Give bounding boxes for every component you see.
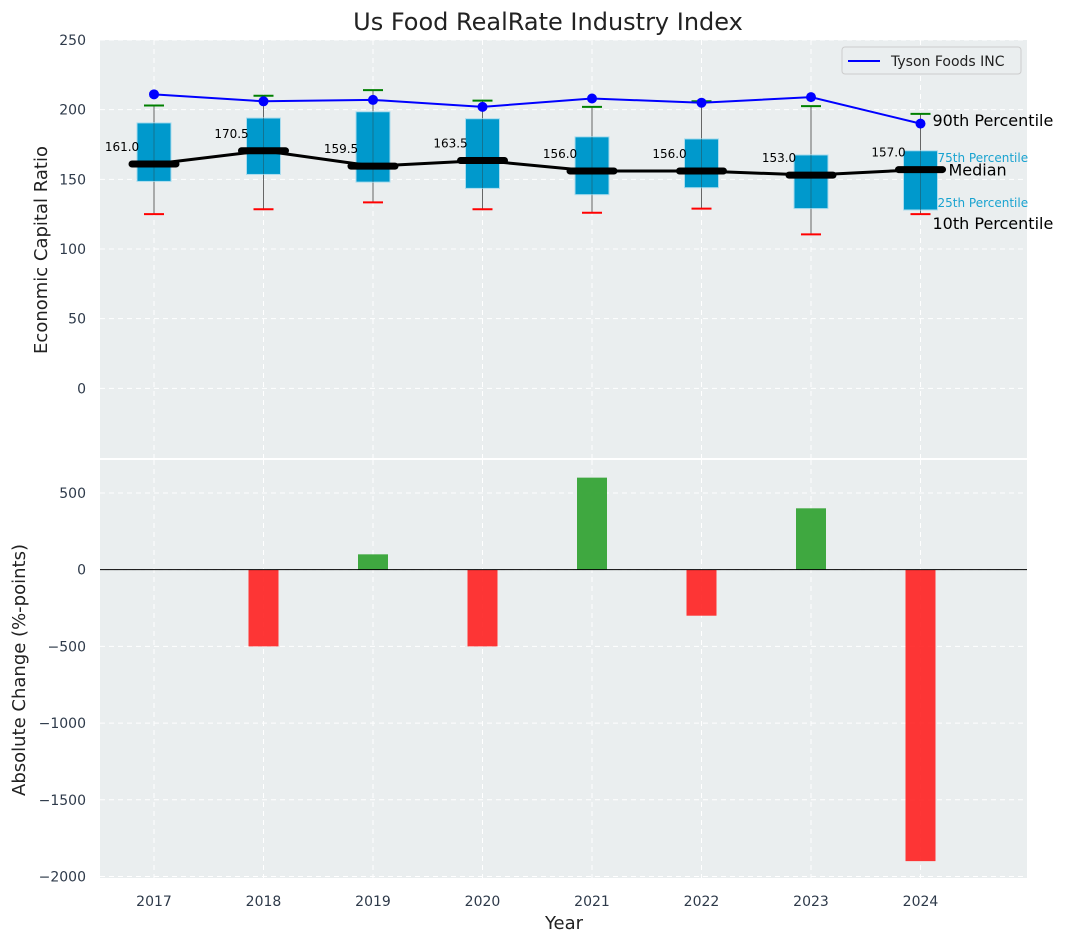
median-label: 156.0 bbox=[652, 147, 686, 161]
median-label: 156.0 bbox=[543, 147, 577, 161]
change-bar bbox=[686, 569, 717, 616]
x-tick-label: 2017 bbox=[136, 894, 172, 910]
y-axis-label-top: Economic Capital Ratio bbox=[31, 146, 52, 354]
y-tick-label: 0 bbox=[77, 563, 86, 579]
bottom-plot-area bbox=[100, 460, 1027, 878]
annotation-median: Median bbox=[949, 161, 1007, 180]
tyson-point bbox=[477, 101, 488, 112]
median-label: 170.5 bbox=[214, 127, 248, 141]
annotation-p90: 90th Percentile bbox=[933, 111, 1054, 130]
y-tick-label: −1000 bbox=[39, 716, 86, 732]
y-tick-label: −500 bbox=[48, 639, 86, 655]
x-tick-label: 2022 bbox=[684, 894, 720, 910]
change-bar bbox=[248, 569, 279, 647]
legend-label: Tyson Foods INC bbox=[890, 54, 1005, 70]
y-tick-label: 200 bbox=[59, 103, 86, 119]
change-bar bbox=[577, 477, 607, 570]
annotation-p25: 25th Percentile bbox=[938, 196, 1029, 210]
y-tick-label: 250 bbox=[59, 33, 86, 49]
change-bar bbox=[905, 569, 936, 862]
tyson-point bbox=[696, 97, 707, 108]
x-axis-label: Year bbox=[544, 913, 584, 934]
median-label: 159.5 bbox=[324, 142, 358, 156]
y-tick-label: 500 bbox=[59, 486, 86, 502]
median-label: 153.0 bbox=[762, 151, 796, 165]
change-bar bbox=[358, 554, 388, 570]
annotation-p10: 10th Percentile bbox=[933, 214, 1054, 233]
median-label: 163.5 bbox=[433, 137, 467, 151]
x-tick-label: 2020 bbox=[465, 894, 501, 910]
median-label: 157.0 bbox=[871, 146, 905, 160]
legend bbox=[841, 46, 1022, 75]
y-tick-label: 50 bbox=[68, 312, 86, 328]
y-tick-label: −1500 bbox=[39, 793, 86, 809]
x-tick-label: 2024 bbox=[903, 894, 939, 910]
x-tick-label: 2023 bbox=[793, 894, 829, 910]
median-label: 161.0 bbox=[105, 140, 139, 154]
y-tick-label: −2000 bbox=[39, 869, 86, 885]
tyson-point bbox=[806, 92, 816, 103]
x-tick-label: 2018 bbox=[246, 894, 282, 910]
tyson-point bbox=[587, 93, 597, 104]
x-tick-label: 2019 bbox=[355, 894, 391, 910]
change-bar bbox=[796, 508, 826, 570]
tyson-point bbox=[368, 94, 378, 105]
annotation-p75: 75th Percentile bbox=[938, 151, 1029, 165]
tyson-point bbox=[915, 118, 926, 129]
y-tick-label: 0 bbox=[77, 381, 86, 397]
x-tick-label: 2021 bbox=[574, 894, 610, 910]
tyson-line bbox=[153, 93, 921, 125]
y-tick-label: 100 bbox=[59, 242, 86, 258]
chart-title: Us Food RealRate Industry Index bbox=[353, 8, 743, 36]
change-bar bbox=[467, 569, 498, 647]
y-axis-label-bottom: Absolute Change (%-points) bbox=[9, 544, 30, 796]
y-tick-label: 150 bbox=[59, 172, 86, 188]
tyson-point bbox=[258, 96, 269, 107]
tyson-point bbox=[149, 89, 159, 100]
